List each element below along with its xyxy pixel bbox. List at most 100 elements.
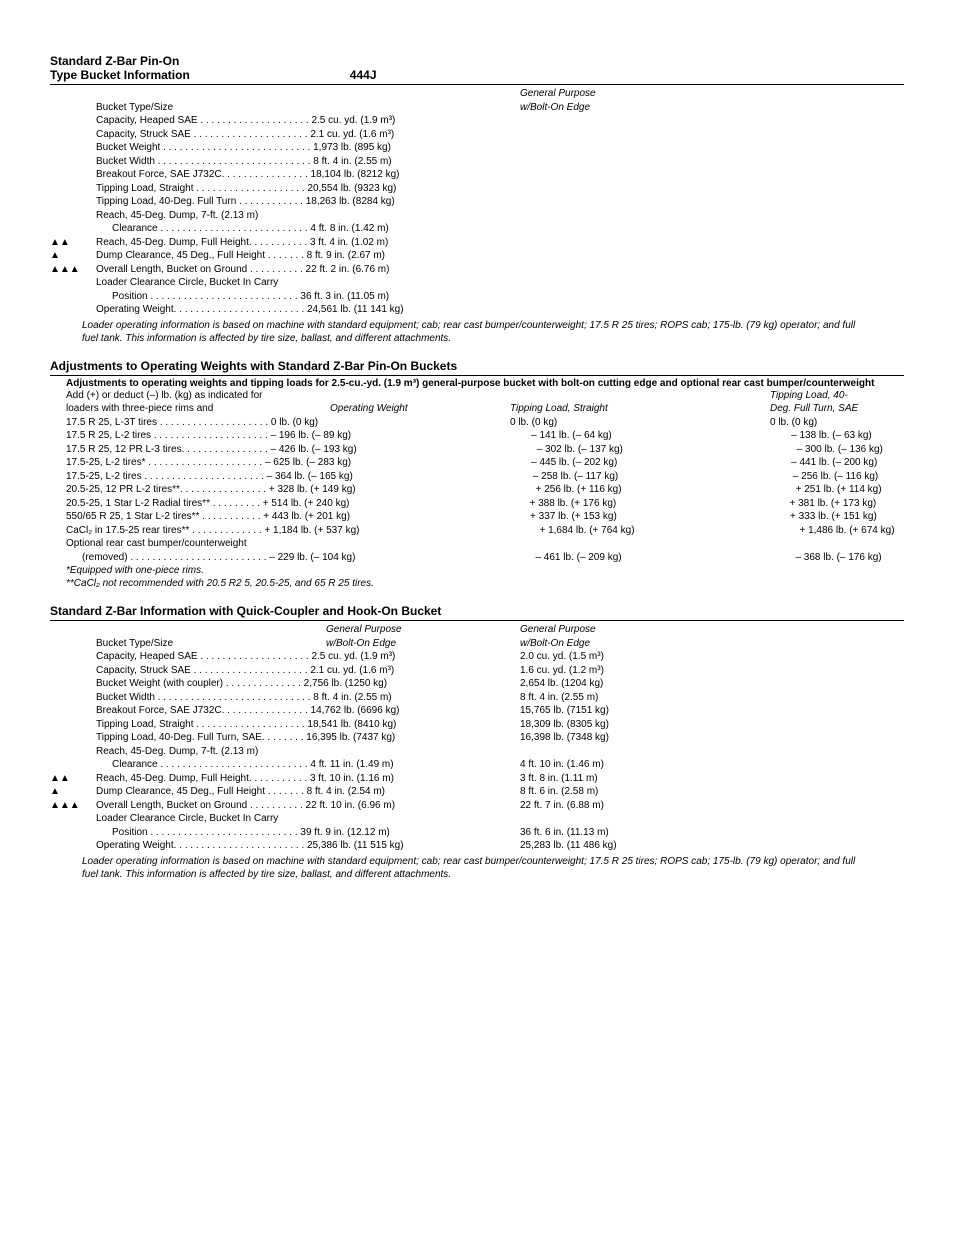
adj-row: 17.5-25, L-2 tires . . . . . . . . . . .…	[50, 470, 904, 484]
s2-note1: *Equipped with one-piece rims.	[66, 564, 904, 577]
spec-label: Reach, 45-Deg. Dump, 7-ft. (2.13 m)	[80, 209, 520, 223]
tipping-40deg: – 441 lb. (– 200 kg)	[791, 456, 954, 470]
spec-label: Overall Length, Bucket on Ground . . . .…	[80, 799, 520, 813]
adj-row: 17.5 R 25, 12 PR L-3 tires. . . . . . . …	[50, 443, 904, 457]
spec-label: Operating Weight. . . . . . . . . . . . …	[80, 303, 520, 317]
s3-col1-l1: General Purpose	[326, 624, 402, 635]
s3-header-row1: General Purpose General Purpose	[50, 623, 904, 637]
tipping-straight	[510, 537, 770, 551]
tipping-straight: + 337 lb. (+ 153 kg)	[530, 510, 790, 524]
spec-label: Tipping Load, 40-Deg. Full Turn . . . . …	[80, 195, 520, 209]
spec-val2: 3 ft. 8 in. (1.11 m)	[520, 772, 780, 786]
section-1-title: Standard Z-Bar Pin-On Type Bucket Inform…	[50, 54, 904, 85]
spec-row: Bucket Width . . . . . . . . . . . . . .…	[50, 691, 904, 705]
tipping-straight: + 1,684 lb. (+ 764 kg)	[539, 524, 799, 538]
adj-row: 550/65 R 25, 1 Star L-2 tires** . . . . …	[50, 510, 904, 524]
spec-label: Clearance . . . . . . . . . . . . . . . …	[80, 758, 520, 772]
section3-note: Loader operating information is based on…	[82, 853, 864, 881]
adj-row: Optional rear cast bumper/counterweight	[50, 537, 904, 551]
tipping-straight: + 256 lb. (+ 116 kg)	[536, 483, 796, 497]
spec-label: Bucket Width . . . . . . . . . . . . . .…	[80, 155, 520, 169]
adj-label: 20.5-25, 12 PR L-2 tires**. . . . . . . …	[50, 483, 356, 497]
triangle-marker: ▲▲	[50, 236, 80, 250]
spec-row: Breakout Force, SAE J732C. . . . . . . .…	[50, 704, 904, 718]
header-row: General Purpose	[50, 87, 904, 101]
triangle-marker: ▲	[50, 249, 80, 263]
spec-row: Reach, 45-Deg. Dump, 7-ft. (2.13 m)	[50, 745, 904, 759]
spec-label: Capacity, Struck SAE . . . . . . . . . .…	[80, 664, 520, 678]
tipping-40deg: + 251 lb. (+ 114 kg)	[796, 483, 954, 497]
tipping-straight: – 302 lb. (– 137 kg)	[537, 443, 797, 457]
spec-label: Breakout Force, SAE J732C. . . . . . . .…	[80, 168, 520, 182]
spec-row: ▲▲Reach, 45-Deg. Dump, Full Height. . . …	[50, 236, 904, 250]
s3-bucket-type: Bucket Type/Size	[96, 637, 326, 651]
spec-label: Reach, 45-Deg. Dump, Full Height. . . . …	[80, 772, 520, 786]
spec-label: Capacity, Heaped SAE . . . . . . . . . .…	[80, 114, 520, 128]
section1-rows: Capacity, Heaped SAE . . . . . . . . . .…	[50, 114, 904, 317]
col1-header-l2: w/Bolt-On Edge	[520, 101, 780, 115]
spec-label: Position . . . . . . . . . . . . . . . .…	[80, 290, 520, 304]
tipping-40deg: 0 lb. (0 kg)	[770, 416, 950, 430]
spec-row: Bucket Width . . . . . . . . . . . . . .…	[50, 155, 904, 169]
adj-label: 20.5-25, 1 Star L-2 Radial tires** . . .…	[50, 497, 349, 511]
spec-row: Position . . . . . . . . . . . . . . . .…	[50, 826, 904, 840]
section3-rows: Capacity, Heaped SAE . . . . . . . . . .…	[50, 650, 904, 853]
s2-header-label2: loaders with three-piece rims and	[50, 402, 330, 416]
spec-label: Position . . . . . . . . . . . . . . . .…	[80, 826, 520, 840]
header-row-2: Bucket Type/Size w/Bolt-On Edge	[50, 101, 904, 115]
spec-label: Loader Clearance Circle, Bucket In Carry	[80, 812, 520, 826]
spec-val2: 25,283 lb. (11 486 kg)	[520, 839, 780, 853]
tipping-straight: – 258 lb. (– 117 kg)	[533, 470, 793, 484]
adj-label: 17.5-25, L-2 tires . . . . . . . . . . .…	[50, 470, 353, 484]
spec-label: Capacity, Heaped SAE . . . . . . . . . .…	[80, 650, 520, 664]
spec-label: Overall Length, Bucket on Ground . . . .…	[80, 263, 520, 277]
col1-header-l1: General Purpose	[520, 87, 780, 101]
s2-header-row1: Add (+) or deduct (–) lb. (kg) as indica…	[50, 389, 904, 403]
s3-col2-l1: General Purpose	[520, 623, 780, 637]
spec-row: Bucket Weight (with coupler) . . . . . .…	[50, 677, 904, 691]
tipping-40deg: – 300 lb. (– 136 kg)	[797, 443, 954, 457]
spec-row: Operating Weight. . . . . . . . . . . . …	[50, 839, 904, 853]
adj-row: 20.5-25, 1 Star L-2 Radial tires** . . .…	[50, 497, 904, 511]
adj-row: CaCl₂ in 17.5-25 rear tires** . . . . . …	[50, 524, 904, 538]
spec-row: Capacity, Struck SAE . . . . . . . . . .…	[50, 664, 904, 678]
spec-label: Loader Clearance Circle, Bucket In Carry	[80, 276, 520, 290]
s2-col2-header: Operating Weight	[330, 402, 510, 416]
spec-row: Clearance . . . . . . . . . . . . . . . …	[50, 758, 904, 772]
spec-val2: 22 ft. 7 in. (6.88 m)	[520, 799, 780, 813]
spec-row: Capacity, Struck SAE . . . . . . . . . .…	[50, 128, 904, 142]
triangle-marker: ▲▲	[50, 772, 80, 786]
section-3: Standard Z-Bar Information with Quick-Co…	[50, 604, 904, 881]
spec-row: ▲▲▲Overall Length, Bucket on Ground . . …	[50, 263, 904, 277]
s3-header-row2: Bucket Type/Size w/Bolt-On Edge w/Bolt-O…	[50, 637, 904, 651]
s3-col2-l2: w/Bolt-On Edge	[520, 637, 780, 651]
spec-label: Clearance . . . . . . . . . . . . . . . …	[80, 222, 520, 236]
section-1: Standard Z-Bar Pin-On Type Bucket Inform…	[50, 54, 904, 345]
adj-label: 17.5 R 25, L-2 tires . . . . . . . . . .…	[50, 429, 351, 443]
spec-val2: 8 ft. 6 in. (2.58 m)	[520, 785, 780, 799]
spec-val2: 8 ft. 4 in. (2.55 m)	[520, 691, 780, 705]
spec-val2: 1.6 cu. yd. (1.2 m³)	[520, 664, 780, 678]
spec-row: Operating Weight. . . . . . . . . . . . …	[50, 303, 904, 317]
spec-label: Reach, 45-Deg. Dump, 7-ft. (2.13 m)	[80, 745, 520, 759]
spec-label: Dump Clearance, 45 Deg., Full Height . .…	[80, 249, 520, 263]
triangle-marker: ▲▲▲	[50, 263, 80, 277]
adj-label: Optional rear cast bumper/counterweight	[50, 537, 330, 551]
model: 444J	[350, 68, 377, 82]
adj-row: 17.5 R 25, L-2 tires . . . . . . . . . .…	[50, 429, 904, 443]
s2-col4-l2: Deg. Full Turn, SAE	[770, 402, 950, 416]
adj-row: 17.5-25, L-2 tires* . . . . . . . . . . …	[50, 456, 904, 470]
s2-col4-l1: Tipping Load, 40-	[770, 389, 950, 403]
tipping-straight: 0 lb. (0 kg)	[510, 416, 770, 430]
spec-row: Clearance . . . . . . . . . . . . . . . …	[50, 222, 904, 236]
s2-header-label: Add (+) or deduct (–) lb. (kg) as indica…	[50, 389, 330, 403]
spec-label: Bucket Weight (with coupler) . . . . . .…	[80, 677, 520, 691]
s2-col3-header: Tipping Load, Straight	[510, 402, 770, 416]
spec-label: Breakout Force, SAE J732C. . . . . . . .…	[80, 704, 520, 718]
section1-note: Loader operating information is based on…	[82, 317, 864, 345]
adj-row: (removed) . . . . . . . . . . . . . . . …	[50, 551, 904, 565]
section-2: Adjustments to Operating Weights with St…	[50, 359, 904, 591]
spec-row: Loader Clearance Circle, Bucket In Carry	[50, 812, 904, 826]
spec-row: Capacity, Heaped SAE . . . . . . . . . .…	[50, 650, 904, 664]
section-3-title: Standard Z-Bar Information with Quick-Co…	[50, 604, 904, 621]
